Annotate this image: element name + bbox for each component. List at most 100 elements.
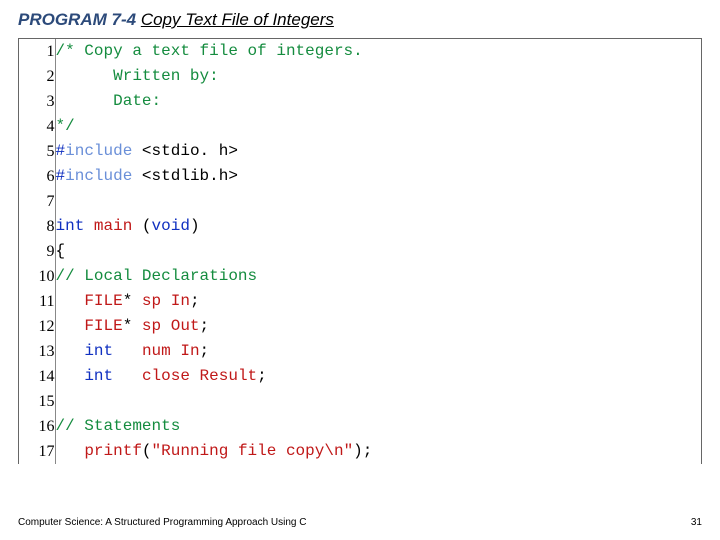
code-content: #include <stdio. h> — [55, 139, 701, 164]
code-line: 5#include <stdio. h> — [19, 139, 701, 164]
code-token — [84, 217, 94, 235]
code-token: include — [65, 142, 132, 160]
code-line: 17 printf("Running file copy\n"); — [19, 439, 701, 464]
code-token — [56, 442, 85, 460]
code-line: 1/* Copy a text file of integers. — [19, 39, 701, 64]
slide-header: PROGRAM 7-4 Copy Text File of Integers — [0, 0, 720, 38]
code-token: int — [84, 342, 113, 360]
code-content: */ — [55, 114, 701, 139]
code-token: main — [94, 217, 132, 235]
code-line: 10// Local Declarations — [19, 264, 701, 289]
line-number: 16 — [19, 414, 55, 439]
code-token: "Running file copy\n" — [152, 442, 354, 460]
code-token: printf — [84, 442, 142, 460]
code-token: ; — [257, 367, 267, 385]
line-number: 2 — [19, 64, 55, 89]
line-number: 14 — [19, 364, 55, 389]
code-token — [56, 367, 85, 385]
code-content: FILE* sp Out; — [55, 314, 701, 339]
code-token: { — [56, 242, 66, 260]
code-line: 8int main (void) — [19, 214, 701, 239]
code-content: Date: — [55, 89, 701, 114]
code-token: // Statements — [56, 417, 181, 435]
line-number: 5 — [19, 139, 55, 164]
code-token: ( — [132, 217, 151, 235]
code-line: 13 int num In; — [19, 339, 701, 364]
code-token: <stdlib.h> — [132, 167, 238, 185]
line-number: 4 — [19, 114, 55, 139]
code-token: ; — [200, 342, 210, 360]
code-token: ) — [190, 217, 200, 235]
code-token: <stdio. h> — [132, 142, 238, 160]
code-token: # — [56, 142, 66, 160]
code-token: sp In — [142, 292, 190, 310]
footer-book-title: Computer Science: A Structured Programmi… — [18, 517, 306, 528]
code-token: ; — [200, 317, 210, 335]
code-table: 1/* Copy a text file of integers.2 Writt… — [19, 39, 701, 464]
code-token: Written by: — [56, 67, 219, 85]
code-token: sp Out — [142, 317, 200, 335]
code-line: 11 FILE* sp In; — [19, 289, 701, 314]
code-content — [55, 389, 701, 414]
code-content: int close Result; — [55, 364, 701, 389]
code-line: 3 Date: — [19, 89, 701, 114]
code-token: num In — [142, 342, 200, 360]
code-token: void — [152, 217, 190, 235]
code-content: /* Copy a text file of integers. — [55, 39, 701, 64]
code-token: int — [84, 367, 113, 385]
line-number: 9 — [19, 239, 55, 264]
line-number: 3 — [19, 89, 55, 114]
code-content: FILE* sp In; — [55, 289, 701, 314]
code-content: { — [55, 239, 701, 264]
code-token — [56, 317, 85, 335]
line-number: 10 — [19, 264, 55, 289]
code-token: * — [123, 292, 142, 310]
code-token: // Local Declarations — [56, 267, 258, 285]
code-content: printf("Running file copy\n"); — [55, 439, 701, 464]
code-content: Written by: — [55, 64, 701, 89]
code-line: 6#include <stdlib.h> — [19, 164, 701, 189]
code-token: /* Copy a text file of integers. — [56, 42, 363, 60]
code-listing: 1/* Copy a text file of integers.2 Writt… — [18, 38, 702, 464]
code-token: FILE — [84, 317, 122, 335]
code-line: 15 — [19, 389, 701, 414]
code-token: close Result — [142, 367, 257, 385]
code-token: ; — [190, 292, 200, 310]
line-number: 11 — [19, 289, 55, 314]
line-number: 17 — [19, 439, 55, 464]
code-content: // Local Declarations — [55, 264, 701, 289]
code-token: FILE — [84, 292, 122, 310]
code-line: 2 Written by: — [19, 64, 701, 89]
code-line: 14 int close Result; — [19, 364, 701, 389]
code-content — [55, 189, 701, 214]
code-line: 4*/ — [19, 114, 701, 139]
line-number: 1 — [19, 39, 55, 64]
code-token: ( — [142, 442, 152, 460]
footer-page-number: 31 — [691, 517, 702, 528]
line-number: 7 — [19, 189, 55, 214]
slide-footer: Computer Science: A Structured Programmi… — [0, 517, 720, 528]
code-token — [113, 342, 142, 360]
line-number: 8 — [19, 214, 55, 239]
code-line: 12 FILE* sp Out; — [19, 314, 701, 339]
program-title: Copy Text File of Integers — [141, 10, 334, 29]
code-token: */ — [56, 117, 75, 135]
line-number: 13 — [19, 339, 55, 364]
code-content: #include <stdlib.h> — [55, 164, 701, 189]
code-token — [113, 367, 142, 385]
code-content: int main (void) — [55, 214, 701, 239]
program-label: PROGRAM 7-4 — [18, 10, 136, 29]
line-number: 12 — [19, 314, 55, 339]
code-token: # — [56, 167, 66, 185]
code-token: ); — [353, 442, 372, 460]
line-number: 15 — [19, 389, 55, 414]
code-token: include — [65, 167, 132, 185]
code-token — [56, 342, 85, 360]
code-line: 7 — [19, 189, 701, 214]
line-number: 6 — [19, 164, 55, 189]
code-token: Date: — [56, 92, 162, 110]
code-token: * — [123, 317, 142, 335]
code-token: int — [56, 217, 85, 235]
code-token — [56, 292, 85, 310]
code-line: 16// Statements — [19, 414, 701, 439]
